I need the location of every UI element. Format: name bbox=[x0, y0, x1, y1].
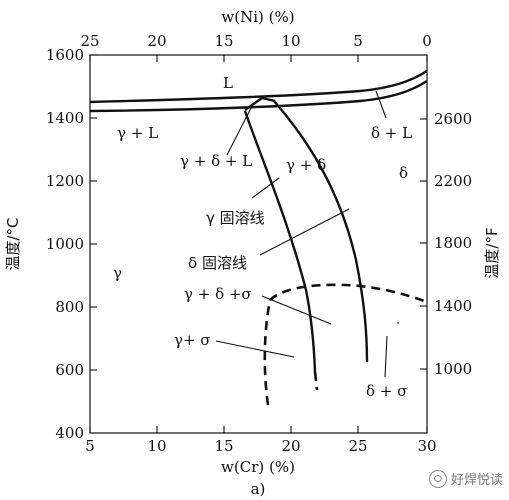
delta-solvus-curve bbox=[273, 100, 369, 363]
watermark-text: 好焊悦读 bbox=[450, 473, 503, 488]
label-L: L bbox=[223, 74, 233, 92]
top-tick-label: 5 bbox=[353, 32, 363, 50]
top-tick-label: 10 bbox=[281, 32, 300, 50]
left-tick-label: 600 bbox=[55, 361, 84, 379]
left-tick-label: 1200 bbox=[46, 172, 84, 190]
leader-gamma-delta-L bbox=[226, 107, 252, 156]
solidus-curve bbox=[89, 79, 428, 113]
right-tick-label: 2200 bbox=[434, 172, 472, 190]
x-axis-ticks bbox=[89, 55, 428, 433]
label-gamma-delta-L: γ + δ + L bbox=[180, 152, 252, 170]
label-gamma-sigma: γ+ σ bbox=[174, 331, 211, 349]
label-delta: δ bbox=[399, 164, 408, 182]
bottom-tick-label: 25 bbox=[348, 437, 367, 455]
label-gamma-delta-sigma: γ + δ +σ bbox=[184, 285, 252, 303]
top-axis-title: w(Ni) (%) bbox=[221, 8, 294, 26]
label-gamma-delta: γ + δ bbox=[286, 156, 326, 174]
bottom-tick-label: 15 bbox=[214, 437, 233, 455]
leader-gamma-sigma bbox=[215, 340, 295, 358]
bottom-tick-label: 10 bbox=[147, 437, 166, 455]
right-tick-label: 1400 bbox=[434, 297, 472, 315]
bottom-axis-title: w(Cr) (%) bbox=[221, 458, 295, 476]
top-tick-labels: 25 20 15 10 5 0 bbox=[80, 32, 431, 50]
gamma-delta-L-left-boundary bbox=[244, 96, 276, 111]
label-delta-L: δ + L bbox=[371, 124, 412, 142]
label-delta-sigma: δ + σ bbox=[366, 382, 407, 400]
label-gamma: γ bbox=[113, 264, 122, 282]
bottom-tick-labels: 5 10 15 20 25 30 bbox=[85, 437, 436, 455]
left-tick-label: 800 bbox=[55, 298, 84, 316]
gamma-solvus-curve bbox=[243, 110, 317, 373]
top-tick-label: 15 bbox=[214, 32, 233, 50]
leader-delta-L bbox=[375, 90, 387, 119]
left-tick-label: 400 bbox=[55, 424, 84, 442]
bottom-tick-label: 30 bbox=[417, 437, 436, 455]
top-tick-label: 25 bbox=[80, 32, 99, 50]
right-axis-title: 温度/°F bbox=[483, 227, 501, 278]
label-delta-solvus: δ 固溶线 bbox=[188, 254, 247, 272]
sigma-boundary-dashed bbox=[263, 283, 428, 406]
leader-gamma-delta-sigma bbox=[261, 295, 332, 325]
right-tick-label: 1000 bbox=[434, 360, 472, 378]
bottom-tick-label: 20 bbox=[281, 437, 300, 455]
wechat-icon bbox=[428, 469, 447, 488]
leader-gamma-solvus bbox=[251, 177, 280, 199]
left-tick-label: 1600 bbox=[46, 46, 84, 64]
liquidus-curve bbox=[89, 69, 428, 104]
plot-frame bbox=[89, 54, 428, 434]
label-gamma-solvus: γ 固溶线 bbox=[206, 209, 265, 227]
right-tick-labels: 2600 2200 1800 1400 1000 bbox=[434, 110, 472, 378]
right-tick-label: 2600 bbox=[434, 110, 472, 128]
top-tick-label: 20 bbox=[147, 32, 166, 50]
y-axis-ticks bbox=[90, 54, 427, 371]
left-tick-labels: 1600 1400 1200 1000 800 600 400 bbox=[46, 46, 84, 442]
leader-delta-solvus bbox=[259, 208, 350, 256]
sigma-left-tail-dashed bbox=[313, 371, 319, 391]
bottom-tick-label: 5 bbox=[85, 437, 95, 455]
leader-delta-sigma bbox=[384, 335, 388, 378]
right-tick-label: 1800 bbox=[434, 234, 472, 252]
watermark: 好焊悦读 bbox=[428, 469, 503, 488]
speck-dot bbox=[397, 322, 399, 324]
top-tick-label: 0 bbox=[422, 32, 432, 50]
label-gamma-L: γ + L bbox=[117, 124, 158, 142]
left-tick-label: 1400 bbox=[46, 109, 84, 127]
figure-caption: a) bbox=[251, 480, 266, 498]
left-axis-title: 温度/°C bbox=[4, 217, 22, 270]
left-tick-label: 1000 bbox=[46, 235, 84, 253]
